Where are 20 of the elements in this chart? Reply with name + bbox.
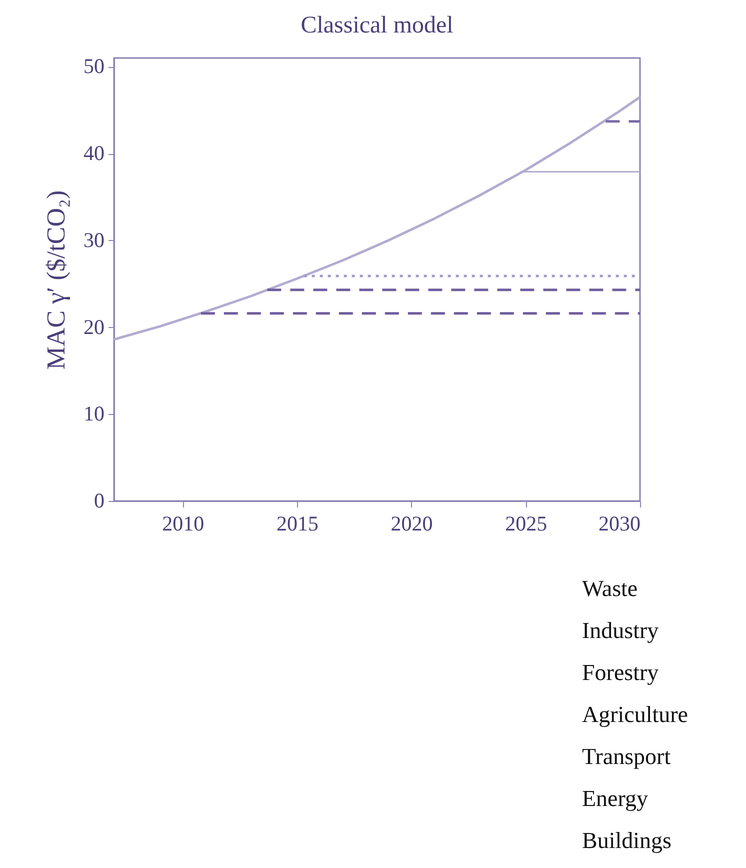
text: Waste bbox=[582, 575, 639, 603]
y-tick-label: 10 bbox=[84, 402, 104, 426]
text: Agriculture bbox=[582, 701, 688, 729]
x-tick-label: 2015 bbox=[276, 512, 318, 536]
text: Industry bbox=[582, 617, 660, 645]
x-tick-label: 2020 bbox=[390, 512, 433, 536]
text: Buildings bbox=[582, 827, 672, 855]
text: Forestry bbox=[582, 659, 660, 687]
y-tick-label: 30 bbox=[84, 228, 104, 252]
x-tick-label: 2030 bbox=[598, 512, 640, 536]
x-tick-label: 2025 bbox=[505, 512, 548, 536]
text: Energy bbox=[582, 785, 650, 813]
text: Transport bbox=[582, 743, 672, 771]
y-tick-label: 0 bbox=[94, 488, 104, 512]
y-tick-label: 40 bbox=[84, 141, 104, 166]
chart-title: Classical model bbox=[300, 12, 454, 39]
y-tick-label: 20 bbox=[84, 314, 104, 339]
x-tick-label: 2010 bbox=[162, 512, 204, 536]
y-axis-title: MAC γ′ ($/tCO₂) bbox=[42, 190, 70, 370]
y-tick-label: 50 bbox=[84, 54, 104, 78]
